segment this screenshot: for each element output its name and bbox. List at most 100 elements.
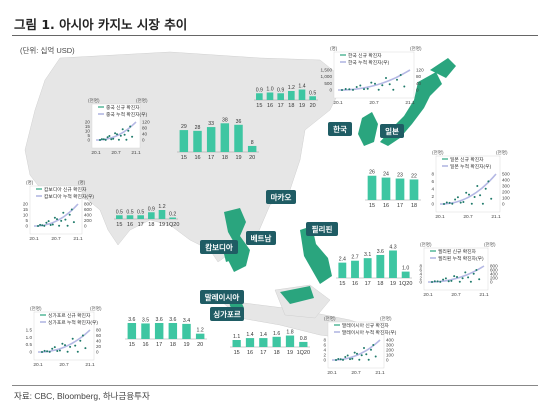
macau-covid-yleft-tick-0: 0 <box>87 138 90 143</box>
korea-bars-value-17: 0.9 <box>277 87 284 93</box>
japan-covid-yleft-tick-1: 2 <box>431 194 434 199</box>
philippines-covid-daily-point-12 <box>464 271 467 274</box>
macau-bars-tick-15: 15 <box>181 155 187 161</box>
cambodia-covid-yright-tick-1: 200 <box>84 218 92 223</box>
korea-covid-daily-point-16 <box>399 74 402 76</box>
korea-bars-bar-17 <box>277 93 284 100</box>
singapore-covid-daily-point-17 <box>84 347 87 350</box>
korea-covid-daily-point-7 <box>366 87 369 90</box>
singapore-covid-daily-point-4 <box>51 347 54 350</box>
japan-covid-daily-point-1 <box>445 201 448 204</box>
philippines-covid-daily-point-11 <box>461 277 464 280</box>
cambodia-bars-bar-1Q20 <box>169 217 176 219</box>
cambodia-covid-daily-point-15 <box>68 213 71 216</box>
philippines-bars-tick-15: 15 <box>339 281 345 287</box>
japan-covid-x-tick-0: 20.1 <box>435 214 445 220</box>
korea-covid-yleft-tick-2: 1,000 <box>321 74 333 79</box>
macau-covid-daily-point-4 <box>106 136 109 139</box>
philippines-covid-daily-point-8 <box>453 275 456 278</box>
philippines-covid-daily-point-16 <box>475 269 478 271</box>
korea-bars-tick-18: 18 <box>288 103 294 109</box>
cambodia-covid-daily-point-17 <box>72 221 75 224</box>
philippines-covid-yleft-label: (천명) <box>420 241 432 247</box>
korea-covid-x-tick-2: 21.1 <box>405 100 415 106</box>
cambodia-bars-bar-17 <box>137 215 144 219</box>
tag-macau-label: 마카오 <box>271 192 292 202</box>
singapore-covid-frame <box>33 311 95 361</box>
tag-singapore: 싱가포르 <box>210 307 244 321</box>
singapore-bars-tick-20: 20 <box>197 342 203 348</box>
korea-bars-value-20: 0.5 <box>309 90 316 96</box>
japan-covid-legend-1: 일본 누적 확진자(우) <box>450 163 492 170</box>
macau-covid-daily-point-16 <box>129 125 132 128</box>
macau-covid-yright-tick-2: 80 <box>142 126 148 131</box>
cambodia-covid-daily-point-10 <box>58 224 61 227</box>
korea-covid-daily-point-17 <box>403 85 406 88</box>
philippines-covid-daily-point-5 <box>444 277 447 280</box>
korea-covid-yleft-label: (명) <box>330 45 338 51</box>
singapore-bars: 3.6 15 3.5 16 3.6 17 3.6 18 3.4 19 1.2 20 <box>125 317 207 348</box>
philippines-covid-daily-point-17 <box>478 278 481 281</box>
japan-covid-yright-tick-3: 300 <box>502 184 510 189</box>
philippines-covid-legend-1: 필리핀 누적 확진자(우) <box>438 255 484 262</box>
macau-covid-daily-point-2 <box>102 138 105 141</box>
malaysia-covid-daily-point-2 <box>339 358 342 361</box>
tag-philippines: 필리핀 <box>306 222 338 236</box>
malaysia-covid-daily-point-11 <box>360 354 363 357</box>
cambodia-covid-daily-point-0 <box>37 225 39 227</box>
macau-bars-bar-16 <box>193 130 202 152</box>
malaysia-bars: 1.1 15 1.4 16 1.4 17 1.6 18 1.8 19 0.8 1Q20 <box>230 330 310 356</box>
singapore-covid-daily-point-11 <box>69 345 72 348</box>
japan-covid-yleft-tick-3: 6 <box>431 179 434 184</box>
cambodia-bars-value-16: 0.5 <box>126 209 133 215</box>
philippines-bars-bar-1Q20 <box>401 271 410 278</box>
macau-bars-bar-18 <box>220 123 230 152</box>
korea-covid-yleft-tick-0: 0 <box>329 88 332 93</box>
malaysia-covid-daily-point-17 <box>374 355 377 358</box>
malaysia-covid-daily-point-10 <box>358 358 361 361</box>
philippines-bars-value-19: 4.3 <box>389 244 396 250</box>
korea-covid-daily-point-11 <box>381 84 384 87</box>
malaysia-covid-x-tick-1: 20.7 <box>351 370 361 376</box>
cambodia-covid-daily-point-12 <box>62 211 65 214</box>
korea-covid-daily-point-1 <box>344 88 347 90</box>
korea-bars-value-18: 1.2 <box>288 85 295 91</box>
japan-covid-x-tick-2: 21.1 <box>491 214 501 220</box>
japan-covid-x-tick-1: 20.7 <box>463 214 473 220</box>
cambodia-bars-tick-19: 19 <box>159 222 165 228</box>
japan-covid-daily-point-8 <box>465 191 468 194</box>
macau-covid-x-tick-2: 21.1 <box>131 150 141 156</box>
korea-covid-yright-label: (천명) <box>410 45 422 51</box>
japan-bars-tick-16: 16 <box>383 203 389 209</box>
malaysia-covid-daily-point-8 <box>353 351 356 354</box>
singapore-bars-value-20: 1.2 <box>197 328 204 334</box>
philippines-covid-yleft-tick-0: 0 <box>419 280 422 285</box>
philippines-bars-value-17: 3.1 <box>364 252 371 258</box>
japan-covid-yright-label: (천명) <box>496 149 508 155</box>
malaysia-covid-yright-tick-4: 400 <box>386 338 394 343</box>
cambodia-covid-daily-point-4 <box>45 221 48 224</box>
korea-covid-daily-point-12 <box>385 77 387 79</box>
singapore-bars-value-17: 3.6 <box>156 317 163 323</box>
philippines-covid-daily-point-1 <box>433 280 436 283</box>
cambodia-bars-value-17: 0.5 <box>137 209 144 215</box>
country-tags: 한국 일본 마카오 필리핀 베트남 캄보디아 말레이시아 싱가포르 <box>200 122 404 321</box>
korea-covid-daily-point-3 <box>352 88 354 91</box>
cambodia-bars-tick-16: 16 <box>127 222 133 228</box>
korea-bars-value-16: 1.0 <box>266 87 273 93</box>
korea-bars-value-15: 0.9 <box>256 87 263 93</box>
malaysia-covid-yleft-tick-2: 4 <box>323 348 326 353</box>
philippines-covid-yright-tick-2: 400 <box>490 272 498 277</box>
cambodia-covid-yright-tick-2: 400 <box>84 213 92 218</box>
singapore-covid-yleft-tick-1: 0.5 <box>26 342 33 347</box>
singapore-covid-daily-point-1 <box>43 349 46 352</box>
malaysia-covid-daily-point-12 <box>363 347 365 349</box>
macau-bars-bar-15 <box>179 130 189 152</box>
tag-malaysia: 말레이시아 <box>200 290 244 304</box>
malaysia-bars-value-19: 1.8 <box>286 330 293 336</box>
philippines-shape <box>300 226 332 284</box>
korea-covid-legend-1: 한국 누적 확진자(우) <box>348 59 390 66</box>
korea-covid-daily-point-13 <box>388 83 391 86</box>
